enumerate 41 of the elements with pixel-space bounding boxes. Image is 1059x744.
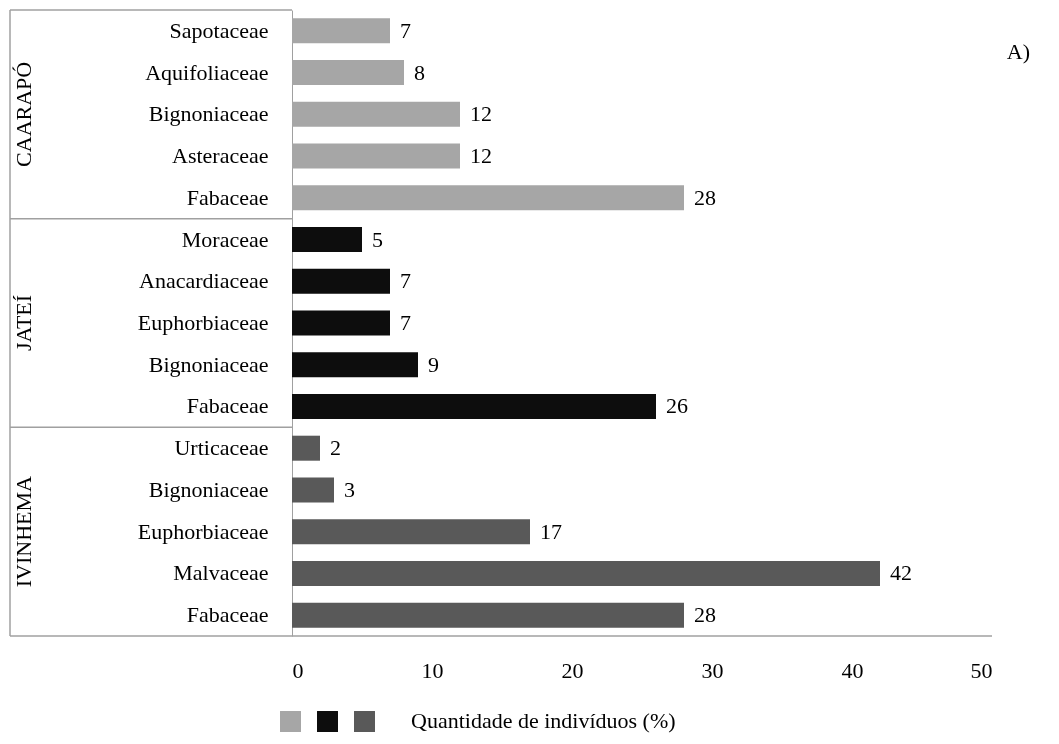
y-tick-label: Anacardiaceae: [139, 268, 269, 294]
data-label: 12: [470, 101, 492, 127]
y-tick-label: Fabaceae: [186, 393, 269, 419]
x-tick-label: 0: [292, 657, 304, 683]
x-tick-label: 20: [561, 657, 584, 683]
data-label: 2: [330, 435, 341, 461]
data-label: 26: [666, 393, 688, 419]
y-tick-label: Moraceae: [181, 226, 269, 252]
x-tick-label: 30: [701, 657, 724, 683]
x-tick-label: 40: [841, 657, 864, 683]
data-label: 7: [400, 310, 411, 335]
data-label: 3: [344, 476, 355, 502]
y-tick-label: Bignoniaceae: [148, 476, 269, 502]
text: CAARAPÓ: [11, 61, 36, 167]
x-tick-label: 50: [970, 657, 993, 683]
y-tick-label: Asteraceae: [172, 143, 269, 169]
x-tick-label: 10: [421, 657, 444, 683]
data-label: 7: [400, 268, 411, 294]
data-label: 28: [694, 602, 716, 628]
y-tick-label: Sapotaceae: [169, 17, 269, 43]
data-label: 5: [372, 226, 383, 252]
text: JATEÍ: [11, 294, 36, 352]
y-tick-label: Fabaceae: [186, 602, 269, 628]
data-label: 7: [400, 17, 411, 43]
text: IVINHEMA: [11, 475, 36, 588]
y-tick-label: Euphorbiaceae: [137, 518, 269, 544]
data-label: 12: [470, 143, 492, 169]
data-label: 8: [414, 59, 425, 85]
y-tick-label: Malvaceae: [173, 560, 269, 586]
legend-title: Quantidade de indivíduos (%): [411, 708, 676, 733]
y-tick-label: Bignoniaceae: [148, 101, 269, 127]
data-label: 17: [540, 518, 562, 544]
y-tick-label: Aquifoliaceae: [145, 59, 269, 85]
y-tick-label: Fabaceae: [186, 184, 269, 210]
data-label: 42: [890, 560, 912, 586]
y-tick-label: Urticaceae: [174, 435, 269, 461]
data-label: 9: [428, 351, 439, 377]
y-tick-label: Euphorbiaceae: [137, 310, 269, 335]
data-label: 28: [694, 184, 716, 210]
y-tick-label: Bignoniaceae: [148, 351, 269, 377]
text: A): [1006, 39, 1030, 64]
